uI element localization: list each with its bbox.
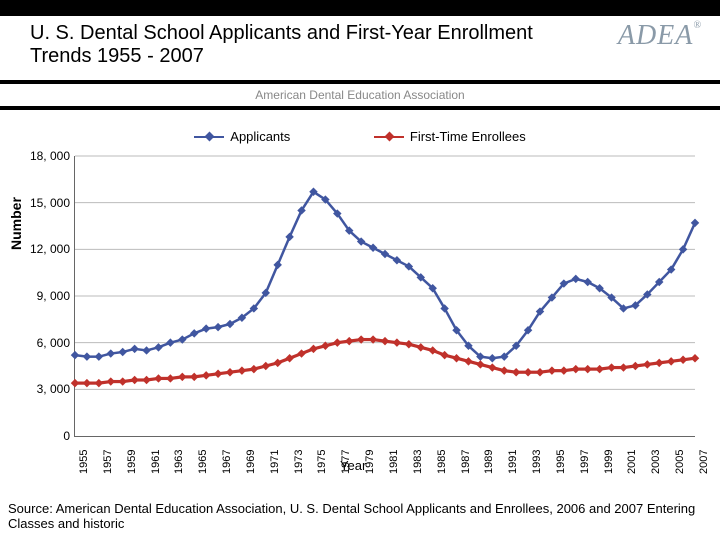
source-text: Source: American Dental Education Associ… — [8, 501, 712, 532]
subtitle: American Dental Education Association — [0, 88, 720, 102]
legend: Applicants First-Time Enrollees — [0, 128, 720, 144]
page-title: U. S. Dental School Applicants and First… — [30, 22, 560, 68]
chart-plot — [74, 156, 695, 437]
x-axis-label: Year — [340, 458, 366, 473]
x-axis: 1955195719591961196319651967196919711973… — [74, 440, 694, 490]
adea-logo: ADEA® — [618, 20, 702, 52]
